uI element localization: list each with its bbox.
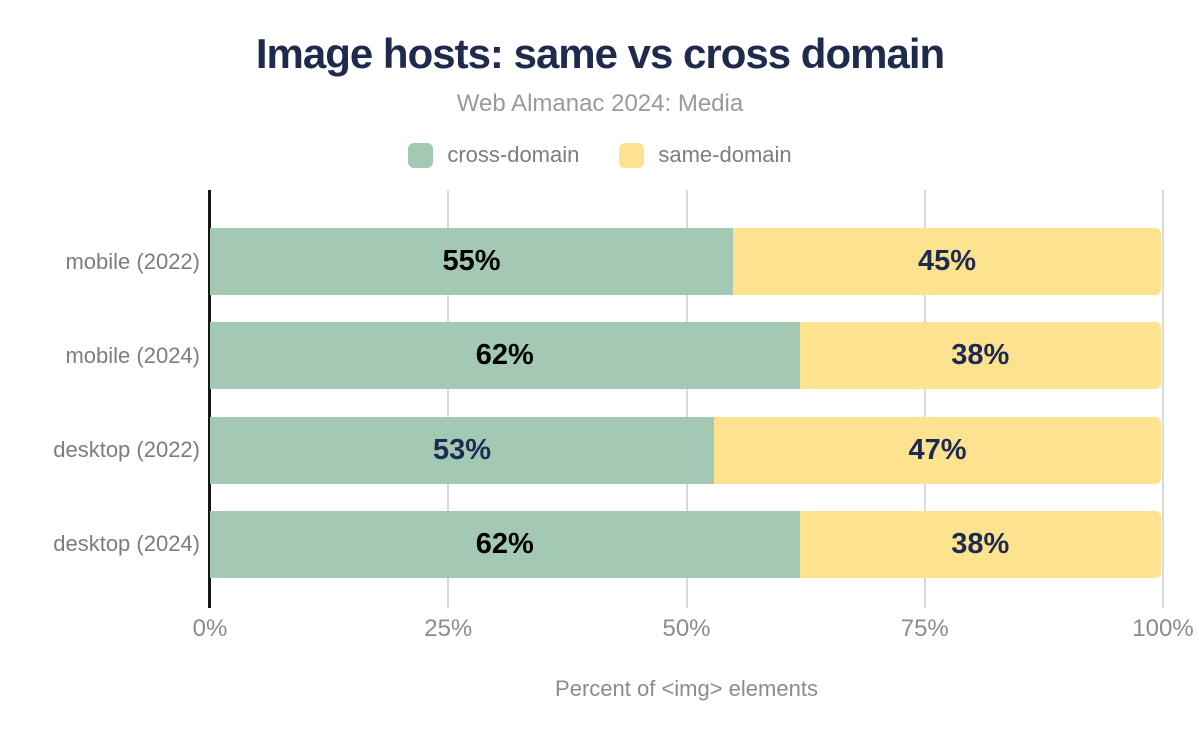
- chart-title: Image hosts: same vs cross domain: [255, 30, 945, 77]
- category-label-desktop-2022-: desktop (2022): [53, 437, 200, 463]
- legend-item-cross-domain: cross-domain: [408, 142, 579, 168]
- bar-segment-same-domain: 45%: [733, 228, 1161, 295]
- bar-value-label: 62%: [475, 527, 534, 560]
- chart-subtitle: Web Almanac 2024: Media: [456, 90, 744, 117]
- x-axis-title: Percent of <img> elements: [555, 676, 818, 701]
- gridline-75: [923, 190, 926, 608]
- bar-row-mobile-2024-: 62% 38%: [210, 322, 1161, 390]
- legend-swatch-icon: [408, 142, 434, 168]
- bar-value-label: 62%: [475, 339, 534, 372]
- bar-value-label: 45%: [917, 245, 977, 277]
- legend-label: cross-domain: [447, 142, 580, 167]
- bar-segment-same-domain: 47%: [714, 416, 1161, 484]
- bar-row-desktop-2024-: 62% 38%: [210, 510, 1161, 578]
- bar-value-label: 38%: [951, 339, 1010, 372]
- gridline-25: [447, 190, 450, 608]
- legend-item-same-domain: same-domain: [619, 142, 792, 168]
- x-tick-label-0: 0%: [192, 615, 228, 642]
- legend-swatch-icon: [619, 142, 645, 168]
- bar-segment-same-domain: 38%: [799, 510, 1161, 578]
- bar-row-desktop-2022-: 53% 47%: [210, 416, 1161, 484]
- gridline-50: [685, 190, 688, 608]
- bar-value-label: 38%: [951, 527, 1010, 560]
- gridline-100: [1162, 190, 1164, 608]
- bar-row-mobile-2022-: 55% 45%: [210, 228, 1161, 295]
- plot-area: 55% 45% 62% 38% 53% 47% 62% 38%: [208, 190, 1164, 608]
- category-label-mobile-2024-: mobile (2024): [65, 342, 200, 368]
- bar-value-label: 47%: [908, 433, 967, 466]
- category-label-desktop-2024-: desktop (2024): [53, 531, 200, 557]
- bar-segment-cross-domain: 53%: [210, 416, 715, 484]
- x-tick-label-100: 100%: [1132, 615, 1194, 642]
- y-axis-line: [208, 190, 211, 608]
- bar-segment-cross-domain: 62%: [210, 322, 800, 390]
- x-tick-label-75: 75%: [900, 615, 949, 642]
- category-label-mobile-2022-: mobile (2022): [65, 248, 200, 274]
- legend: cross-domain same-domain: [0, 140, 1200, 170]
- bar-segment-cross-domain: 62%: [210, 510, 800, 578]
- bar-segment-same-domain: 38%: [799, 322, 1161, 390]
- x-tick-label-25: 25%: [424, 615, 473, 642]
- bar-value-label: 55%: [442, 245, 501, 277]
- x-tick-label-50: 50%: [662, 615, 711, 642]
- bar-value-label: 53%: [432, 433, 492, 466]
- legend-label: same-domain: [658, 142, 792, 167]
- bar-segment-cross-domain: 55%: [210, 228, 734, 295]
